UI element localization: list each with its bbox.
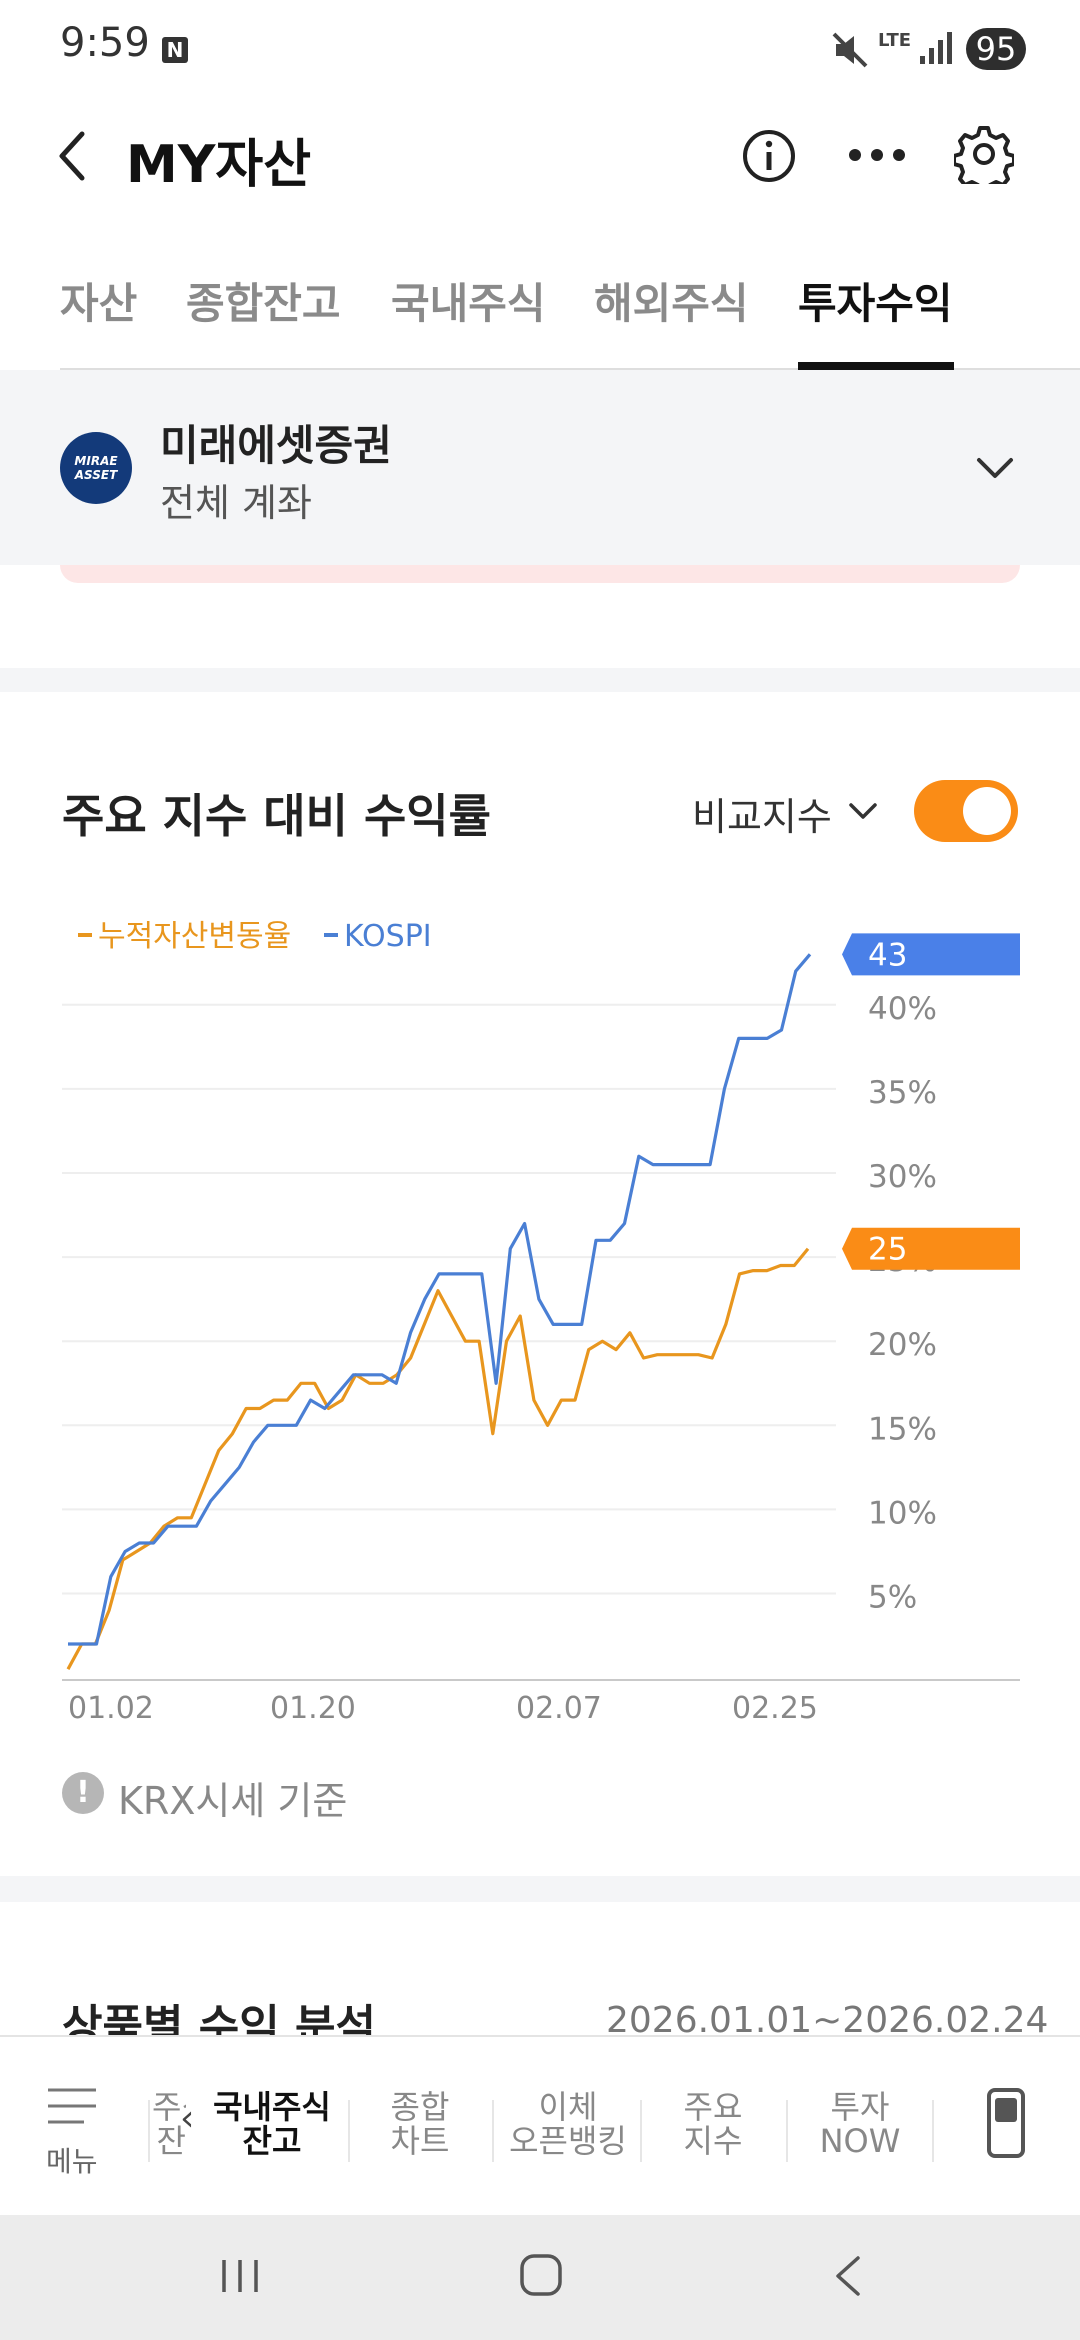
tab-total-balance[interactable]: 종합잔고 — [186, 279, 341, 328]
broker-logo: MIRAE ASSET — [60, 432, 132, 504]
alert-card-edge — [60, 565, 1020, 583]
compare-index-dropdown[interactable]: 비교지수 — [692, 795, 832, 839]
series-end-tag — [842, 1227, 1020, 1270]
section-divider — [0, 1876, 1080, 1902]
status-time: 9:59 — [60, 20, 150, 66]
series-line — [68, 953, 812, 1646]
notification-n-icon: N — [162, 37, 188, 63]
toolbar-item-line1: 투자 — [830, 2088, 890, 2126]
x-tick-label: 02.07 — [516, 1691, 602, 1726]
toolbar-item-line2: 잔고 — [242, 2122, 302, 2160]
toolbar-edit-icon[interactable] — [987, 2088, 1025, 2158]
toolbar-divider — [932, 2100, 934, 2162]
x-tick-label: 02.25 — [732, 1691, 818, 1726]
chart-section-title: 주요 지수 대비 수익률 — [62, 789, 491, 843]
toolbar-divider — [148, 2100, 150, 2162]
settings-icon[interactable] — [954, 124, 1014, 184]
price-source-note: KRX시세 기준 — [118, 1779, 348, 1823]
lte-icon: LTE — [878, 30, 912, 51]
compare-index-toggle[interactable] — [914, 780, 1018, 842]
toolbar-item-line2: 오픈뱅킹 — [509, 2122, 627, 2160]
signal-icon — [920, 32, 952, 64]
tab-assets[interactable]: 자산 — [60, 279, 138, 328]
back-icon[interactable] — [54, 128, 90, 184]
x-tick-label: 01.02 — [68, 1691, 154, 1726]
series-line — [66, 1247, 810, 1670]
page-title: MY자산 — [126, 135, 312, 195]
tab-overseas-stocks[interactable]: 해외주식 — [594, 279, 749, 328]
alert-icon: ! — [62, 1772, 104, 1814]
broker-logo-text-2: ASSET — [74, 468, 118, 482]
toolbar-item-line1: 종합 — [390, 2088, 450, 2126]
home-icon[interactable] — [518, 2252, 564, 2298]
legend-label: KOSPI — [344, 919, 432, 954]
recent-apps-icon[interactable] — [218, 2254, 262, 2298]
system-nav-bar — [0, 2215, 1080, 2340]
y-tick-label: 35% — [868, 1075, 937, 1111]
tab-investment-returns[interactable]: 투자수익 — [798, 279, 953, 328]
analysis-date-range: 2026.01.01~2026.02.24 — [606, 2000, 1049, 2041]
toolbar-item-line1: 이체 — [538, 2088, 598, 2126]
y-tick-label: 15% — [868, 1411, 937, 1447]
toolbar-item-domestic-balance[interactable]: 국내주식 잔고 — [204, 2090, 340, 2158]
bottom-toolbar — [0, 2035, 1080, 2217]
toolbar-divider — [786, 2100, 788, 2162]
y-tick-label: 10% — [868, 1495, 937, 1531]
broker-name: 미래에셋증권 — [160, 421, 392, 470]
chevron-down-icon[interactable] — [848, 800, 878, 824]
toolbar-divider — [348, 2100, 350, 2162]
active-tab-indicator — [798, 362, 954, 370]
series-end-value: 43 — [868, 937, 907, 973]
back-nav-icon[interactable] — [830, 2254, 866, 2298]
toolbar-divider — [492, 2100, 494, 2162]
y-tick-label: 40% — [868, 991, 937, 1027]
toolbar-item-line2: 차트 — [390, 2122, 450, 2160]
chevron-down-icon[interactable] — [975, 450, 1015, 486]
returns-line-chart: 5%10%15%20%25%30%35%40%01.0201.2002.0702… — [62, 919, 1020, 1726]
toolbar-item-transfer[interactable]: 이체 오픈뱅킹 — [500, 2090, 636, 2158]
y-tick-label: 30% — [868, 1159, 937, 1195]
toolbar-item-major-index[interactable]: 주요 지수 — [663, 2090, 763, 2158]
more-icon[interactable] — [846, 140, 908, 170]
info-icon[interactable] — [741, 128, 797, 184]
account-selector[interactable] — [0, 370, 1080, 565]
mute-icon — [832, 32, 868, 68]
tab-divider — [60, 368, 1080, 370]
toggle-knob — [963, 787, 1011, 835]
menu-icon[interactable] — [44, 2084, 100, 2128]
x-tick-label: 01.20 — [270, 1691, 356, 1726]
toolbar-item-line1: 국내주식 — [213, 2088, 331, 2126]
toolbar-item-line2: 지수 — [683, 2122, 743, 2160]
series-end-value: 25 — [868, 1232, 907, 1268]
y-tick-label: 20% — [868, 1327, 937, 1363]
series-end-tag — [842, 933, 1020, 976]
toolbar-divider — [640, 2100, 642, 2162]
broker-logo-text-1: MIRAE — [74, 454, 118, 468]
battery-icon: 95 — [966, 28, 1026, 70]
legend-label: 누적자산변동율 — [98, 919, 291, 954]
toolbar-item-invest-now[interactable]: 투자 NOW — [808, 2090, 912, 2158]
toolbar-item-partial[interactable]: 주식 잔 — [152, 2090, 186, 2158]
tab-domestic-stocks[interactable]: 국내주식 — [391, 279, 546, 328]
menu-label[interactable]: 메뉴 — [46, 2145, 98, 2178]
toolbar-item-line2: NOW — [819, 2122, 901, 2160]
section-divider — [0, 668, 1080, 692]
y-tick-label: 5% — [868, 1580, 917, 1616]
toolbar-scroll-left-icon[interactable]: ‹ — [180, 2098, 195, 2139]
account-scope: 전체 계좌 — [160, 481, 312, 525]
toolbar-item-line1: 주요 — [683, 2088, 743, 2126]
toolbar-item-chart[interactable]: 종합 차트 — [370, 2090, 470, 2158]
